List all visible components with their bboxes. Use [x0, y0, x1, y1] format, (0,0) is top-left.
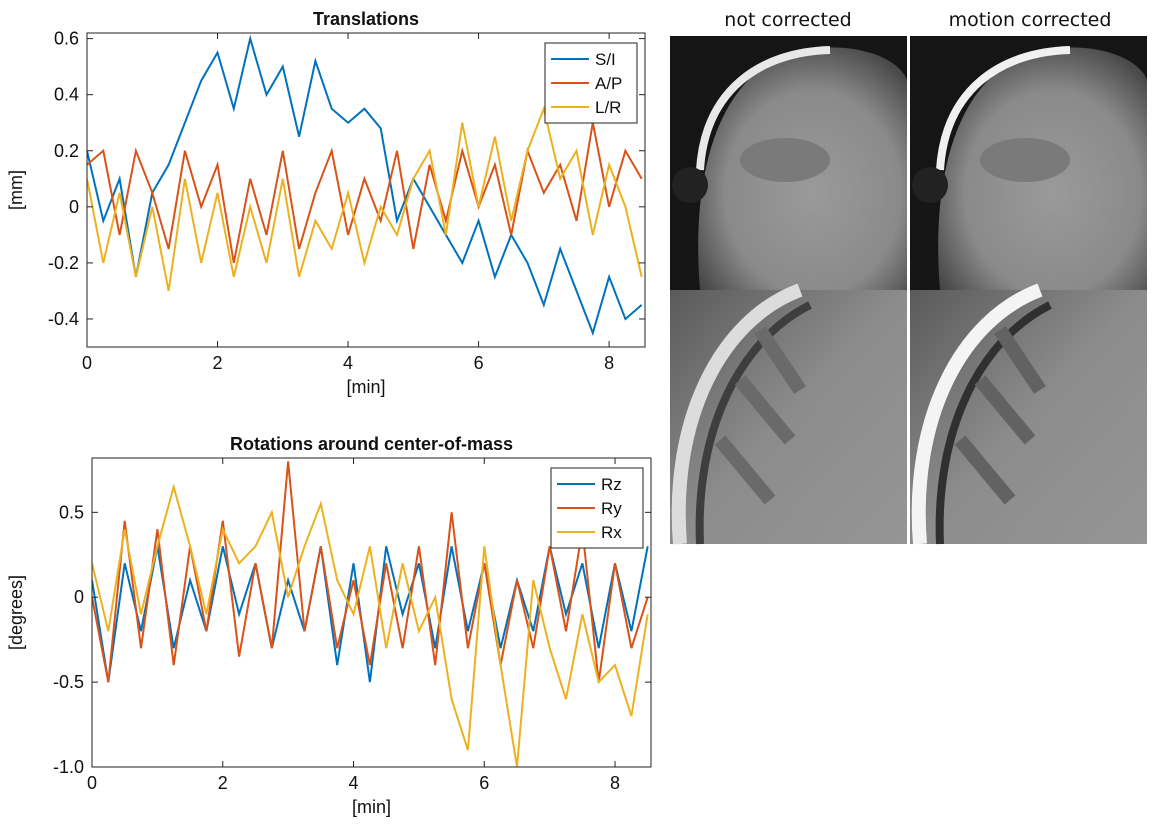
x-tick-label: 4: [349, 773, 359, 793]
y-tick-label: 0: [74, 587, 84, 607]
legend-label: S/I: [595, 50, 616, 69]
y-tick-label: 0: [69, 197, 79, 217]
mri-sagittal-corrected: [910, 36, 1147, 290]
image-label: motion corrected: [949, 9, 1112, 31]
y-tick-label: -0.2: [48, 253, 79, 273]
legend-label: Ry: [601, 499, 622, 518]
legend-label: A/P: [595, 74, 622, 93]
x-tick-label: 2: [213, 353, 223, 373]
x-axis-label: [min]: [346, 377, 385, 397]
legend-label: Rz: [601, 475, 622, 494]
chart-title: Translations: [313, 9, 419, 29]
y-tick-label: -0.5: [53, 672, 84, 692]
image-label: not corrected: [724, 9, 851, 31]
y-tick-label: 0.6: [54, 29, 79, 49]
x-axis-label: [min]: [352, 797, 391, 817]
x-tick-label: 2: [218, 773, 228, 793]
legend-label: L/R: [595, 98, 621, 117]
y-tick-label: -0.4: [48, 309, 79, 329]
x-tick-label: 8: [610, 773, 620, 793]
x-tick-label: 6: [479, 773, 489, 793]
y-tick-label: 0.2: [54, 141, 79, 161]
legend-label: Rx: [601, 523, 622, 542]
y-tick-label: 0.5: [59, 502, 84, 522]
mri-zoom-uncorrected: [670, 290, 907, 544]
x-tick-label: 8: [604, 353, 614, 373]
mri-panels: not corrected motion corrected: [670, 9, 1147, 544]
y-tick-label: 0.4: [54, 85, 79, 105]
x-tick-label: 6: [474, 353, 484, 373]
chart-title: Rotations around center-of-mass: [230, 434, 513, 454]
x-tick-label: 4: [343, 353, 353, 373]
mri-sagittal-uncorrected: [670, 36, 907, 290]
figure: not corrected motion corrected -0.4 -0.2 0…: [0, 0, 1157, 825]
x-tick-label: 0: [82, 353, 92, 373]
x-tick-label: 0: [87, 773, 97, 793]
mri-zoom-corrected: [910, 290, 1147, 544]
y-axis-label: [mm]: [6, 170, 26, 210]
y-axis-label: [degrees]: [6, 575, 26, 650]
y-tick-label: -1.0: [53, 757, 84, 777]
